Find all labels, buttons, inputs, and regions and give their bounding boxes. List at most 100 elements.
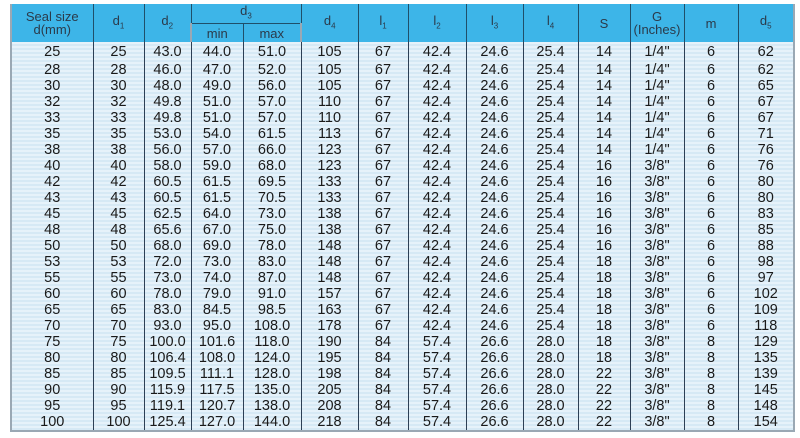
cell-s: 14 [577,94,631,110]
cell-d5: 67 [737,110,795,126]
cell-m: 8 [683,398,739,414]
cell-d2: 119.1 [143,398,192,414]
cell-l1: 67 [357,78,409,94]
cell-l3: 24.6 [465,222,524,238]
table-body: 25 25 43.0 44.0 51.0 105 67 42.4 24.6 25.4 14 1/4" 6… [10,42,795,432]
cell-d2: 60.5 [143,174,192,190]
cell-l4: 25.4 [522,286,579,302]
cell-d5: 85 [737,222,795,238]
header-g: G (Inches) [629,4,685,42]
cell-s: 18 [577,286,631,302]
cell-d3-min: 64.0 [190,206,244,222]
cell-d5: 139 [737,366,795,382]
cell-l1: 84 [357,398,409,414]
cell-l4: 28.0 [522,382,579,398]
cell-l3: 26.6 [465,398,524,414]
cell-d3-min: 95.0 [190,318,244,334]
cell-seal-size: 30 [10,78,94,94]
cell-l4: 25.4 [522,318,579,334]
cell-l3: 24.6 [465,42,524,62]
cell-g: 3/8" [629,398,685,414]
cell-d1: 100 [92,414,145,432]
cell-l4: 25.4 [522,190,579,206]
cell-d3-min: 67.0 [190,222,244,238]
cell-d2: 68.0 [143,238,192,254]
cell-l1: 67 [357,318,409,334]
cell-d5: 80 [737,174,795,190]
cell-d2: 58.0 [143,158,192,174]
cell-d3-min: 74.0 [190,270,244,286]
cell-d3-max: 57.0 [242,94,302,110]
cell-d3-max: 70.5 [242,190,302,206]
cell-m: 6 [683,94,739,110]
cell-l4: 25.4 [522,126,579,142]
cell-d4: 105 [300,62,359,78]
cell-d5: 98 [737,254,795,270]
cell-s: 18 [577,254,631,270]
cell-d4: 218 [300,414,359,432]
cell-m: 6 [683,286,739,302]
cell-d3-max: 57.0 [242,110,302,126]
cell-l2: 57.4 [407,414,467,432]
cell-d3-max: 52.0 [242,62,302,78]
header-l1: l1 [357,4,409,42]
cell-s: 16 [577,238,631,254]
cell-s: 18 [577,270,631,286]
cell-g: 3/8" [629,158,685,174]
cell-d5: 62 [737,42,795,62]
cell-l2: 57.4 [407,366,467,382]
cell-d2: 73.0 [143,270,192,286]
cell-g: 3/8" [629,174,685,190]
header-d3-min: min [190,23,244,42]
cell-l3: 24.6 [465,126,524,142]
cell-seal-size: 48 [10,222,94,238]
cell-m: 6 [683,126,739,142]
cell-l1: 67 [357,254,409,270]
header-l3: l3 [465,4,524,42]
cell-l1: 67 [357,270,409,286]
cell-d2: 49.8 [143,94,192,110]
cell-l4: 25.4 [522,222,579,238]
cell-l3: 26.6 [465,382,524,398]
cell-l1: 84 [357,382,409,398]
cell-l4: 25.4 [522,238,579,254]
cell-d4: 133 [300,174,359,190]
table-row: 70 70 93.0 95.0 108.0 178 67 42.4 24.6 25.4 18 3/8"… [10,318,795,334]
cell-s: 14 [577,110,631,126]
cell-s: 18 [577,350,631,366]
cell-s: 22 [577,382,631,398]
table-row: 100 100 125.4 127.0 144.0 218 84 57.4 26.6 28.0 22… [10,414,795,432]
table-row: 30 30 48.0 49.0 56.0 105 67 42.4 24.6 25.4 14 1/4" 6… [10,78,795,94]
cell-seal-size: 65 [10,302,94,318]
cell-d1: 85 [92,366,145,382]
cell-l4: 28.0 [522,334,579,350]
cell-seal-size: 38 [10,142,94,158]
cell-l1: 67 [357,190,409,206]
cell-l4: 28.0 [522,366,579,382]
header-l2: l2 [407,4,467,42]
cell-d1: 48 [92,222,145,238]
cell-g: 3/8" [629,286,685,302]
table-row: 85 85 109.5 111.1 128.0 198 84 57.4 26.6 28.0 22 3/… [10,366,795,382]
cell-l2: 42.4 [407,206,467,222]
cell-m: 8 [683,414,739,432]
cell-d1: 80 [92,350,145,366]
cell-l3: 26.6 [465,366,524,382]
cell-d1: 28 [92,62,145,78]
cell-l4: 25.4 [522,62,579,78]
header-seal-size: Seal size d(mm) [10,4,94,42]
cell-l1: 67 [357,126,409,142]
cell-d3-max: 128.0 [242,366,302,382]
cell-d3-max: 91.0 [242,286,302,302]
cell-l1: 67 [357,302,409,318]
cell-l2: 57.4 [407,334,467,350]
d1-subscript: 1 [119,21,125,31]
cell-seal-size: 50 [10,238,94,254]
cell-m: 8 [683,366,739,382]
cell-m: 6 [683,270,739,286]
cell-l4: 25.4 [522,42,579,62]
cell-s: 22 [577,398,631,414]
cell-m: 6 [683,110,739,126]
l3-label: l [490,12,494,28]
cell-l4: 28.0 [522,398,579,414]
